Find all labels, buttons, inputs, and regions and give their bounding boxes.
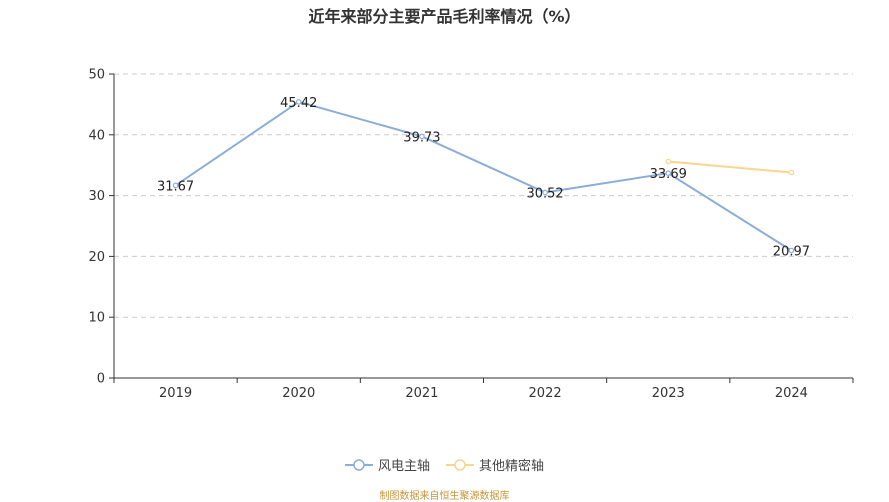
- legend-item-series-2[interactable]: 其他精密轴: [446, 455, 544, 474]
- data-label: 31.67: [157, 179, 194, 194]
- x-tick-label: 2019: [159, 386, 192, 401]
- axes: 0 10 20 30 40 50 2019 2020 2021 2022 2023 2024: [88, 68, 854, 401]
- data-point: [295, 99, 302, 105]
- legend: 风电主轴 其他精密轴: [0, 455, 889, 474]
- legend-item-series-1[interactable]: 风电主轴: [344, 455, 430, 474]
- y-tick-label: 20: [88, 250, 105, 265]
- x-tick-label: 2022: [529, 386, 562, 401]
- chart-title: 近年来部分主要产品毛利率情况（%）: [308, 7, 581, 26]
- gridlines: [114, 73, 853, 318]
- x-tick-label: 2021: [405, 386, 438, 401]
- series-lines: [172, 99, 795, 254]
- legend-marker-icon: [344, 458, 373, 471]
- legend-marker-icon: [446, 458, 474, 471]
- legend-label: 风电主轴: [377, 459, 430, 474]
- legend-label: 其他精密轴: [479, 459, 545, 474]
- y-tick-label: 50: [88, 68, 105, 83]
- data-point: [665, 158, 672, 165]
- x-tick-label: 2024: [775, 386, 808, 401]
- y-tick-label: 30: [88, 189, 105, 204]
- series-line-1: [175, 100, 792, 252]
- data-label: 33.69: [650, 167, 687, 182]
- x-tick-label: 2020: [282, 386, 315, 401]
- series-line-2: [668, 160, 792, 174]
- data-labels: 31.67 45.42 39.73 30.52 33.69 20.97: [157, 96, 810, 260]
- source-note: 制图数据来自恒生聚源数据库: [379, 491, 510, 502]
- y-tick-label: 10: [88, 311, 105, 326]
- y-tick-label: 0: [97, 372, 105, 387]
- y-tick-label: 40: [88, 128, 105, 143]
- data-label: 45.42: [280, 96, 317, 111]
- data-label: 20.97: [773, 245, 810, 260]
- data-point: [788, 169, 795, 176]
- data-point: [542, 189, 548, 196]
- data-point: [788, 247, 795, 254]
- data-point: [419, 133, 425, 140]
- data-label: 39.73: [403, 130, 440, 145]
- data-label: 30.52: [526, 186, 563, 201]
- data-point: [665, 170, 672, 176]
- data-point: [172, 182, 179, 189]
- x-tick-label: 2023: [652, 386, 685, 401]
